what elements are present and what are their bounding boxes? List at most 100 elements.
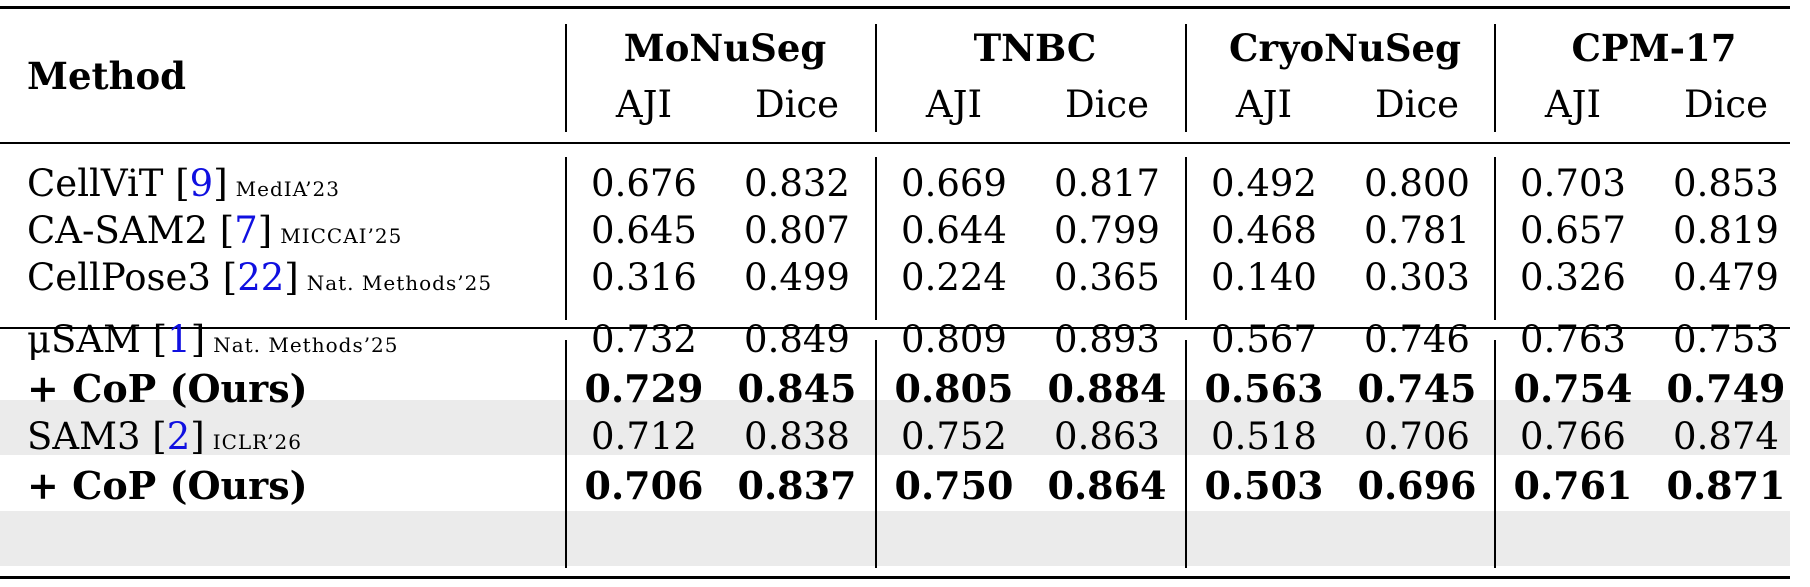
value-cell: 0.871 — [1666, 463, 1786, 508]
method-cell: + CoP (Ours) — [27, 467, 308, 505]
method-name: + CoP (Ours) — [27, 463, 308, 508]
value-cell: 0.874 — [1673, 415, 1779, 458]
value-cell: 0.676 — [591, 162, 697, 205]
col-sep-3 — [1185, 24, 1187, 132]
citation-link[interactable]: 22 — [237, 256, 285, 299]
method-cell: CA-SAM2 [7] MICCAI’25 — [27, 209, 403, 252]
value-cell: 0.837 — [737, 463, 857, 508]
value-cell: 0.645 — [591, 209, 697, 252]
value-cell: 0.712 — [591, 415, 697, 458]
method-name: μSAM — [27, 318, 141, 361]
value-cell: 0.863 — [1054, 415, 1160, 458]
metric-header: Dice — [1374, 83, 1460, 126]
value-cell: 0.224 — [901, 256, 1007, 299]
metric-header: AJI — [1235, 83, 1293, 126]
value-cell: 0.303 — [1364, 256, 1470, 299]
value-cell: 0.706 — [584, 463, 704, 508]
col-sep-4 — [1494, 340, 1496, 568]
citation-link[interactable]: 7 — [234, 209, 258, 252]
value-cell: 0.492 — [1211, 162, 1317, 205]
value-cell: 0.518 — [1211, 415, 1317, 458]
metric-header: AJI — [615, 83, 673, 126]
metric-header: AJI — [925, 83, 983, 126]
metric-header: Dice — [1064, 83, 1150, 126]
value-cell: 0.766 — [1520, 415, 1626, 458]
value-cell: 0.503 — [1204, 463, 1324, 508]
col-sep-3 — [1185, 157, 1187, 320]
value-cell: 0.864 — [1047, 463, 1167, 508]
value-cell: 0.732 — [591, 318, 697, 361]
value-cell: 0.807 — [744, 209, 850, 252]
value-cell: 0.644 — [901, 209, 1007, 252]
method-header: Method — [27, 54, 187, 98]
value-cell: 0.468 — [1211, 209, 1317, 252]
col-sep-1 — [565, 340, 567, 568]
value-cell: 0.365 — [1054, 256, 1160, 299]
value-cell: 0.799 — [1054, 209, 1160, 252]
value-cell: 0.316 — [591, 256, 697, 299]
method-name: SAM3 — [27, 415, 141, 458]
highlight-row-2 — [0, 511, 1790, 566]
value-cell: 0.832 — [744, 162, 850, 205]
value-cell: 0.893 — [1054, 318, 1160, 361]
value-cell: 0.805 — [894, 366, 1014, 411]
value-cell: 0.479 — [1673, 256, 1779, 299]
value-cell: 0.845 — [737, 366, 857, 411]
value-cell: 0.749 — [1666, 366, 1786, 411]
value-cell: 0.669 — [901, 162, 1007, 205]
value-cell: 0.752 — [901, 415, 1007, 458]
value-cell: 0.140 — [1211, 256, 1317, 299]
value-cell: 0.696 — [1357, 463, 1477, 508]
bottom-rule — [0, 576, 1790, 579]
top-rule — [0, 6, 1790, 9]
col-sep-2 — [875, 340, 877, 568]
col-sep-4 — [1494, 24, 1496, 132]
value-cell: 0.753 — [1673, 318, 1779, 361]
venue-label: Nat. Methods’25 — [306, 271, 493, 295]
col-sep-1 — [565, 24, 567, 132]
method-cell: CellViT [9] MedIA’23 — [27, 162, 340, 205]
col-sep-2 — [875, 157, 877, 320]
col-sep-3 — [1185, 340, 1187, 568]
citation-link[interactable]: 1 — [167, 318, 191, 361]
group-rule — [0, 327, 1790, 329]
method-cell: μSAM [1] Nat. Methods’25 — [27, 318, 399, 361]
dataset-header: TNBC — [973, 26, 1097, 70]
venue-label: MICCAI’25 — [280, 224, 403, 248]
value-cell: 0.563 — [1204, 366, 1324, 411]
venue-label: MedIA’23 — [235, 177, 340, 201]
value-cell: 0.819 — [1673, 209, 1779, 252]
venue-label: Nat. Methods’25 — [213, 333, 399, 357]
value-cell: 0.763 — [1520, 318, 1626, 361]
value-cell: 0.754 — [1513, 366, 1633, 411]
metric-header: AJI — [1544, 83, 1602, 126]
value-cell: 0.853 — [1673, 162, 1779, 205]
col-sep-1 — [565, 157, 567, 320]
method-name: CellViT — [27, 162, 164, 205]
method-name: CellPose3 — [27, 256, 211, 299]
method-cell: + CoP (Ours) — [27, 370, 308, 408]
citation-link[interactable]: 9 — [189, 162, 214, 205]
citation-link[interactable]: 2 — [166, 415, 191, 458]
value-cell: 0.703 — [1520, 162, 1626, 205]
dataset-header: CPM-17 — [1571, 26, 1737, 70]
value-cell: 0.567 — [1211, 318, 1317, 361]
value-cell: 0.750 — [894, 463, 1014, 508]
value-cell: 0.884 — [1047, 366, 1167, 411]
value-cell: 0.326 — [1520, 256, 1626, 299]
highlight-row-1 — [0, 400, 1790, 455]
venue-label: ICLR’26 — [212, 430, 302, 454]
value-cell: 0.499 — [744, 256, 850, 299]
value-cell: 0.849 — [744, 318, 850, 361]
value-cell: 0.657 — [1520, 209, 1626, 252]
method-name: + CoP (Ours) — [27, 366, 308, 411]
value-cell: 0.817 — [1054, 162, 1160, 205]
value-cell: 0.729 — [584, 366, 704, 411]
value-cell: 0.761 — [1513, 463, 1633, 508]
value-cell: 0.809 — [901, 318, 1007, 361]
value-cell: 0.746 — [1364, 318, 1470, 361]
metric-header: Dice — [754, 83, 840, 126]
value-cell: 0.781 — [1364, 209, 1470, 252]
metric-header: Dice — [1683, 83, 1769, 126]
col-sep-2 — [875, 24, 877, 132]
